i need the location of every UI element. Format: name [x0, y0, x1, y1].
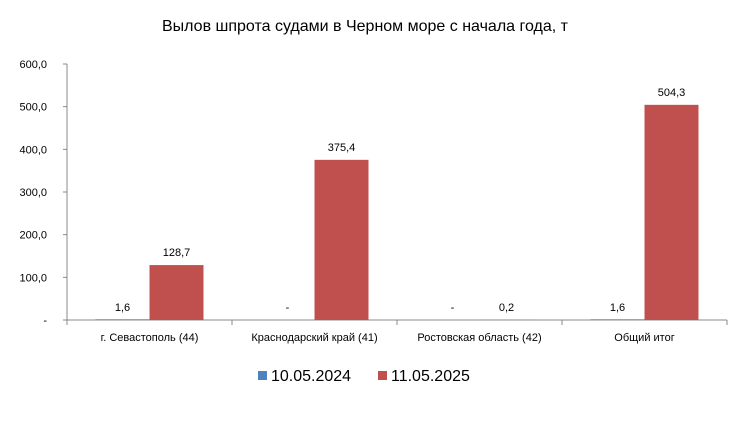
bar — [590, 319, 645, 320]
data-label: 128,7 — [163, 247, 191, 259]
data-label: - — [286, 302, 290, 314]
y-tick-label: - — [43, 315, 47, 327]
bar — [644, 104, 699, 320]
x-tick-label: Краснодарский край (41) — [251, 332, 377, 344]
legend-swatch — [378, 371, 387, 380]
bar — [314, 159, 369, 320]
y-tick-label: 200,0 — [19, 230, 47, 242]
data-label: - — [451, 302, 455, 314]
axes: - 100,0 200,0 300,0 400,0 500,0 600,0 г. Севаст… — [19, 59, 728, 344]
y-tick-label: 300,0 — [19, 187, 47, 199]
data-label: 504,3 — [658, 87, 686, 99]
x-tick-label: Общий итог — [614, 332, 674, 344]
data-label: 0,2 — [499, 302, 514, 314]
y-tick-label: 400,0 — [19, 144, 47, 156]
y-tick-label: 500,0 — [19, 102, 47, 114]
bars — [95, 104, 699, 320]
legend-label: 11.05.2025 — [391, 368, 470, 385]
bar — [95, 319, 150, 320]
data-label: 1,6 — [610, 302, 625, 314]
data-label: 1,6 — [115, 302, 130, 314]
bar — [149, 265, 204, 320]
x-tick-label: Ростовская область (42) — [417, 332, 541, 344]
data-labels: 1,6 - - 1,6 128,7 375,4 0,2 504,3 — [115, 87, 685, 314]
legend: 10.05.2024 11.05.2025 — [258, 368, 470, 385]
x-tick-label: г. Севастополь (44) — [101, 332, 199, 344]
data-label: 375,4 — [328, 142, 356, 154]
legend-swatch — [258, 371, 267, 380]
y-tick-label: 600,0 — [19, 59, 47, 71]
y-tick-label: 100,0 — [19, 272, 47, 284]
chart-title: Вылов шпрота судами в Черном море с нача… — [162, 18, 569, 35]
legend-label: 10.05.2024 — [271, 368, 351, 385]
